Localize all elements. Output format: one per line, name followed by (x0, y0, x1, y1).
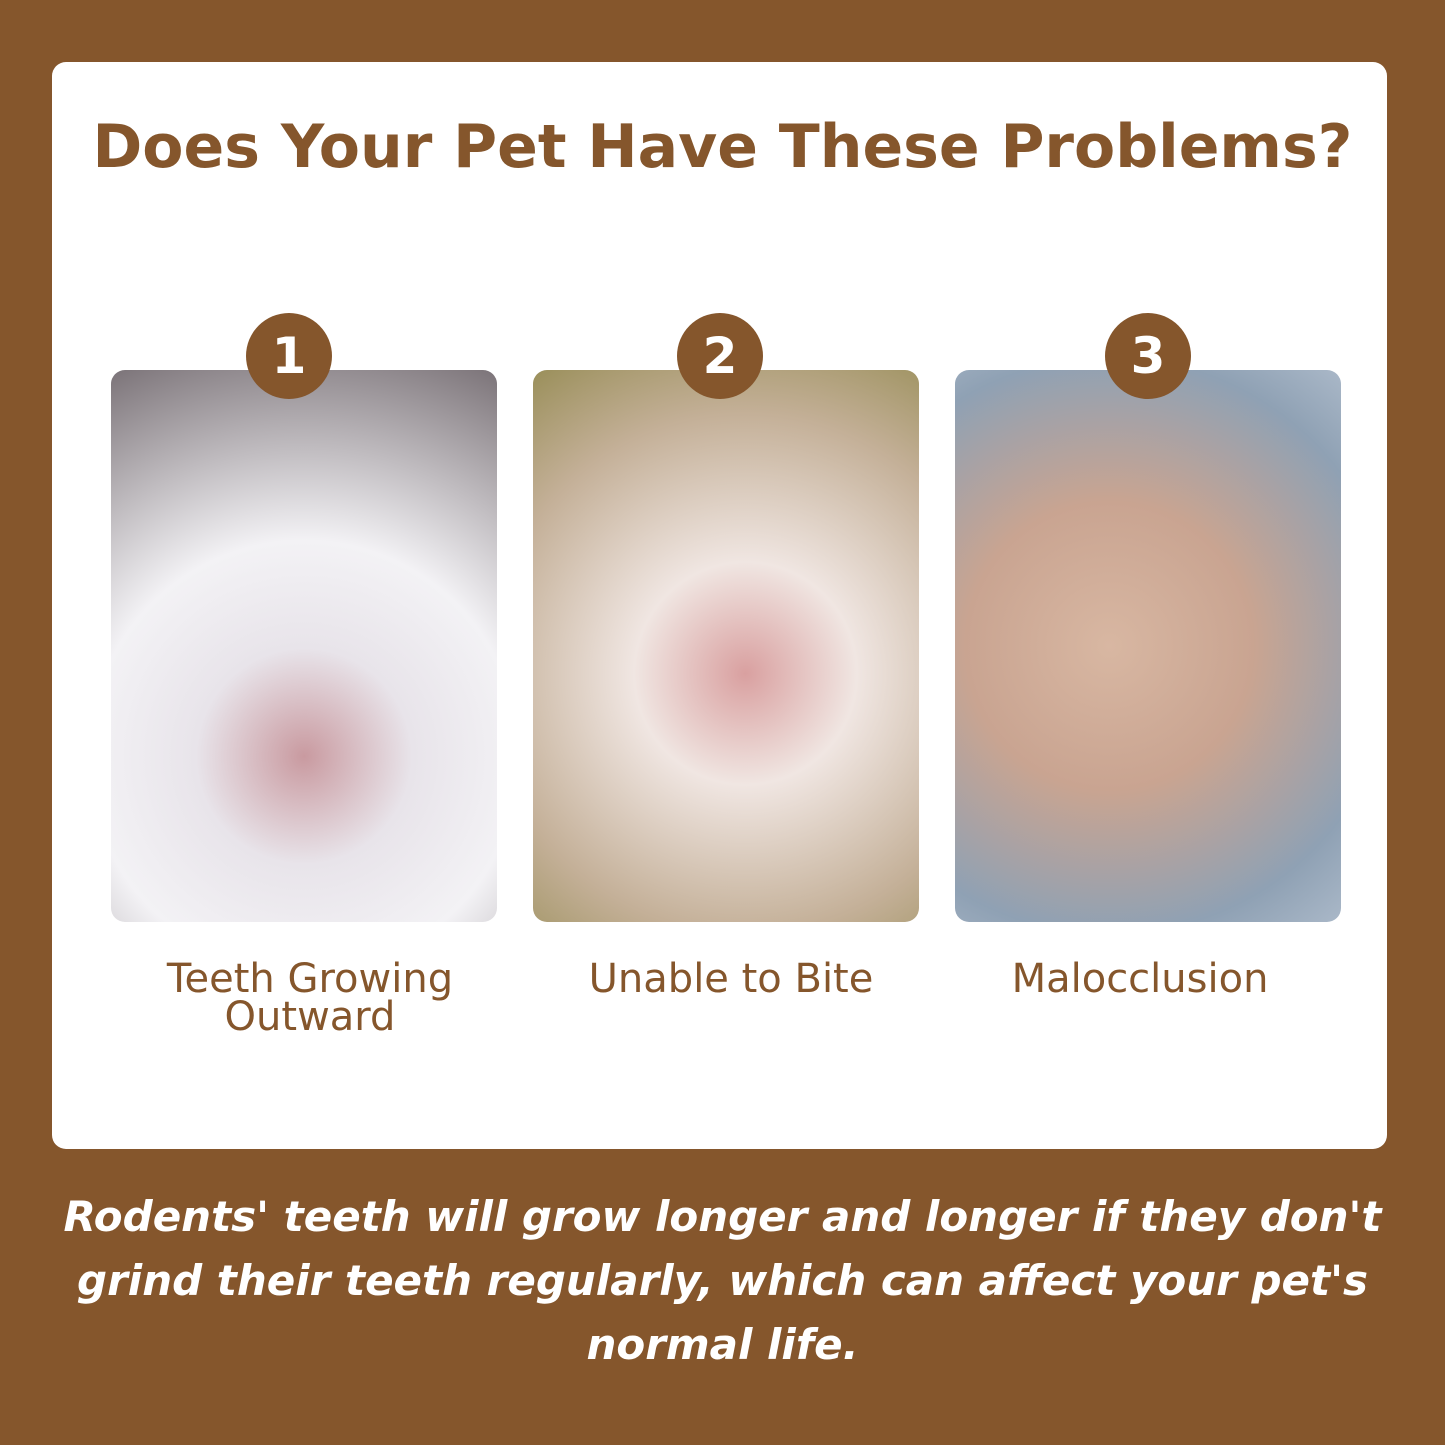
caption: Unable to Bite (588, 956, 874, 1002)
page-title: Does Your Pet Have These Problems? (92, 112, 1353, 182)
caption: Malocclusion (1011, 956, 1269, 1002)
number-badge: 3 (1105, 313, 1191, 399)
photo-hamster-clip (955, 370, 1341, 922)
photo-rabbit (111, 370, 497, 922)
number-badge: 1 (246, 313, 332, 399)
caption: Teeth Growing Outward (166, 956, 454, 1040)
photo-hamster-bite (533, 370, 919, 922)
number-badge: 2 (677, 313, 763, 399)
footer-text: Rodents' teeth will grow longer and long… (63, 1192, 1382, 1369)
